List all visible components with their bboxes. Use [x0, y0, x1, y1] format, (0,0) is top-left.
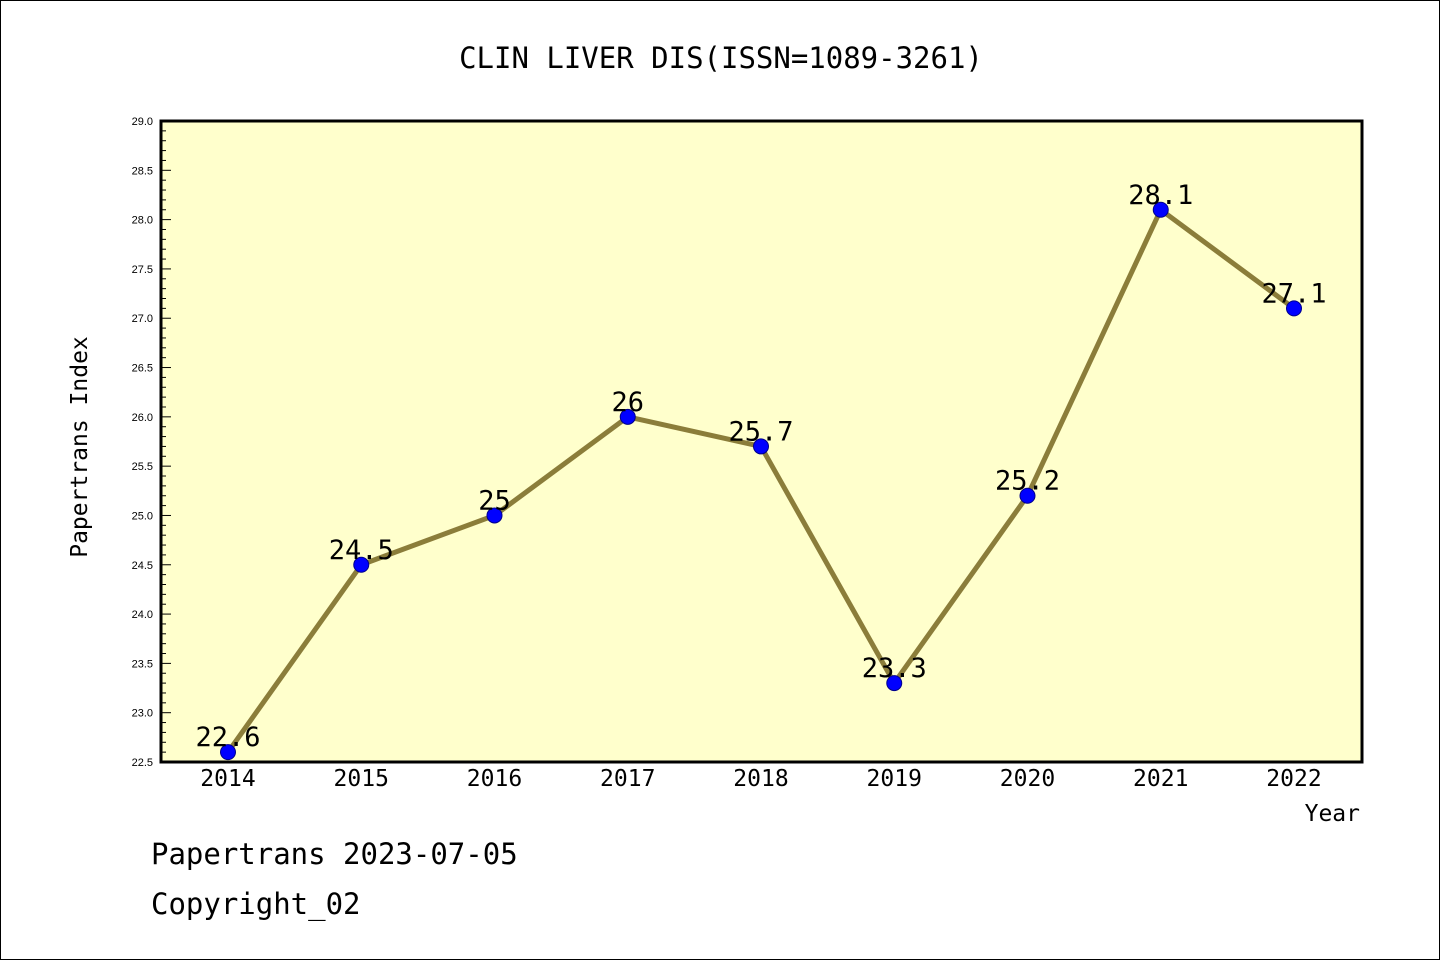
x-tick-label: 2019 — [867, 766, 922, 792]
y-tick-label: 25.5 — [132, 461, 153, 473]
y-tick-label: 26.0 — [132, 412, 153, 424]
data-point — [1152, 201, 1169, 218]
y-tick-label: 29.0 — [132, 116, 153, 128]
x-axis-label: Year — [1305, 801, 1360, 827]
data-point — [753, 438, 769, 455]
data-label: 25.2 — [995, 466, 1060, 497]
y-tick-label: 24.0 — [132, 609, 153, 621]
y-tick-label: 28.5 — [132, 165, 153, 177]
x-tick-label: 2020 — [1000, 766, 1055, 792]
y-tick-label: 23.5 — [132, 658, 153, 670]
y-tick-label: 22.5 — [132, 757, 153, 769]
series-layer: 22.6 24.5 25 26 25.7 23.3 25.2 28.1 27.1 — [195, 180, 1327, 761]
x-tick-label: 2017 — [600, 766, 655, 792]
data-point — [1019, 487, 1036, 504]
y-tick-label: 26.5 — [132, 363, 153, 375]
y-tick-label: 25.0 — [132, 510, 153, 522]
data-point — [353, 556, 370, 573]
x-tick-label: 2021 — [1133, 766, 1188, 792]
data-point — [220, 744, 236, 761]
x-tick-label: 2014 — [200, 766, 255, 792]
data-point — [886, 675, 903, 692]
data-label: 25 — [478, 485, 511, 516]
y-tick-label: 24.5 — [132, 560, 153, 572]
data-label: 25.7 — [728, 416, 793, 447]
data-label: 23.3 — [862, 653, 927, 684]
x-tick-label: 2016 — [467, 766, 522, 792]
data-label: 24.5 — [329, 535, 394, 566]
y-tick-label: 27.5 — [132, 264, 153, 276]
x-axis-ticks: 2014 2015 2016 2017 2018 2019 2020 2021 2022 — [200, 766, 1321, 792]
y-tick-label: 23.0 — [132, 708, 153, 720]
footer-date-text: Papertrans 2023-07-05 — [151, 837, 518, 871]
footer-copyright-text: Copyright_02 — [151, 887, 361, 921]
data-label: 22.6 — [195, 722, 260, 753]
data-point — [619, 408, 636, 425]
data-point — [486, 507, 503, 524]
x-tick-label: 2022 — [1266, 766, 1321, 792]
data-point — [1286, 300, 1302, 317]
y-tick-label: 27.0 — [132, 313, 153, 325]
data-label: 26 — [611, 387, 644, 418]
y-axis-label: Papertrans Index — [67, 336, 93, 558]
chart-title: CLIN LIVER DIS(ISSN=1089-3261) — [459, 41, 983, 75]
y-axis-ticks: 22.5 23.0 23.5 24.0 24.5 25.0 25.5 26.0 26.5 27.0… — [132, 116, 171, 769]
data-label: 28.1 — [1128, 180, 1193, 211]
x-tick-label: 2018 — [733, 766, 788, 792]
data-label: 27.1 — [1261, 278, 1326, 309]
x-tick-label: 2015 — [334, 766, 389, 792]
y-tick-label: 28.0 — [132, 215, 153, 227]
